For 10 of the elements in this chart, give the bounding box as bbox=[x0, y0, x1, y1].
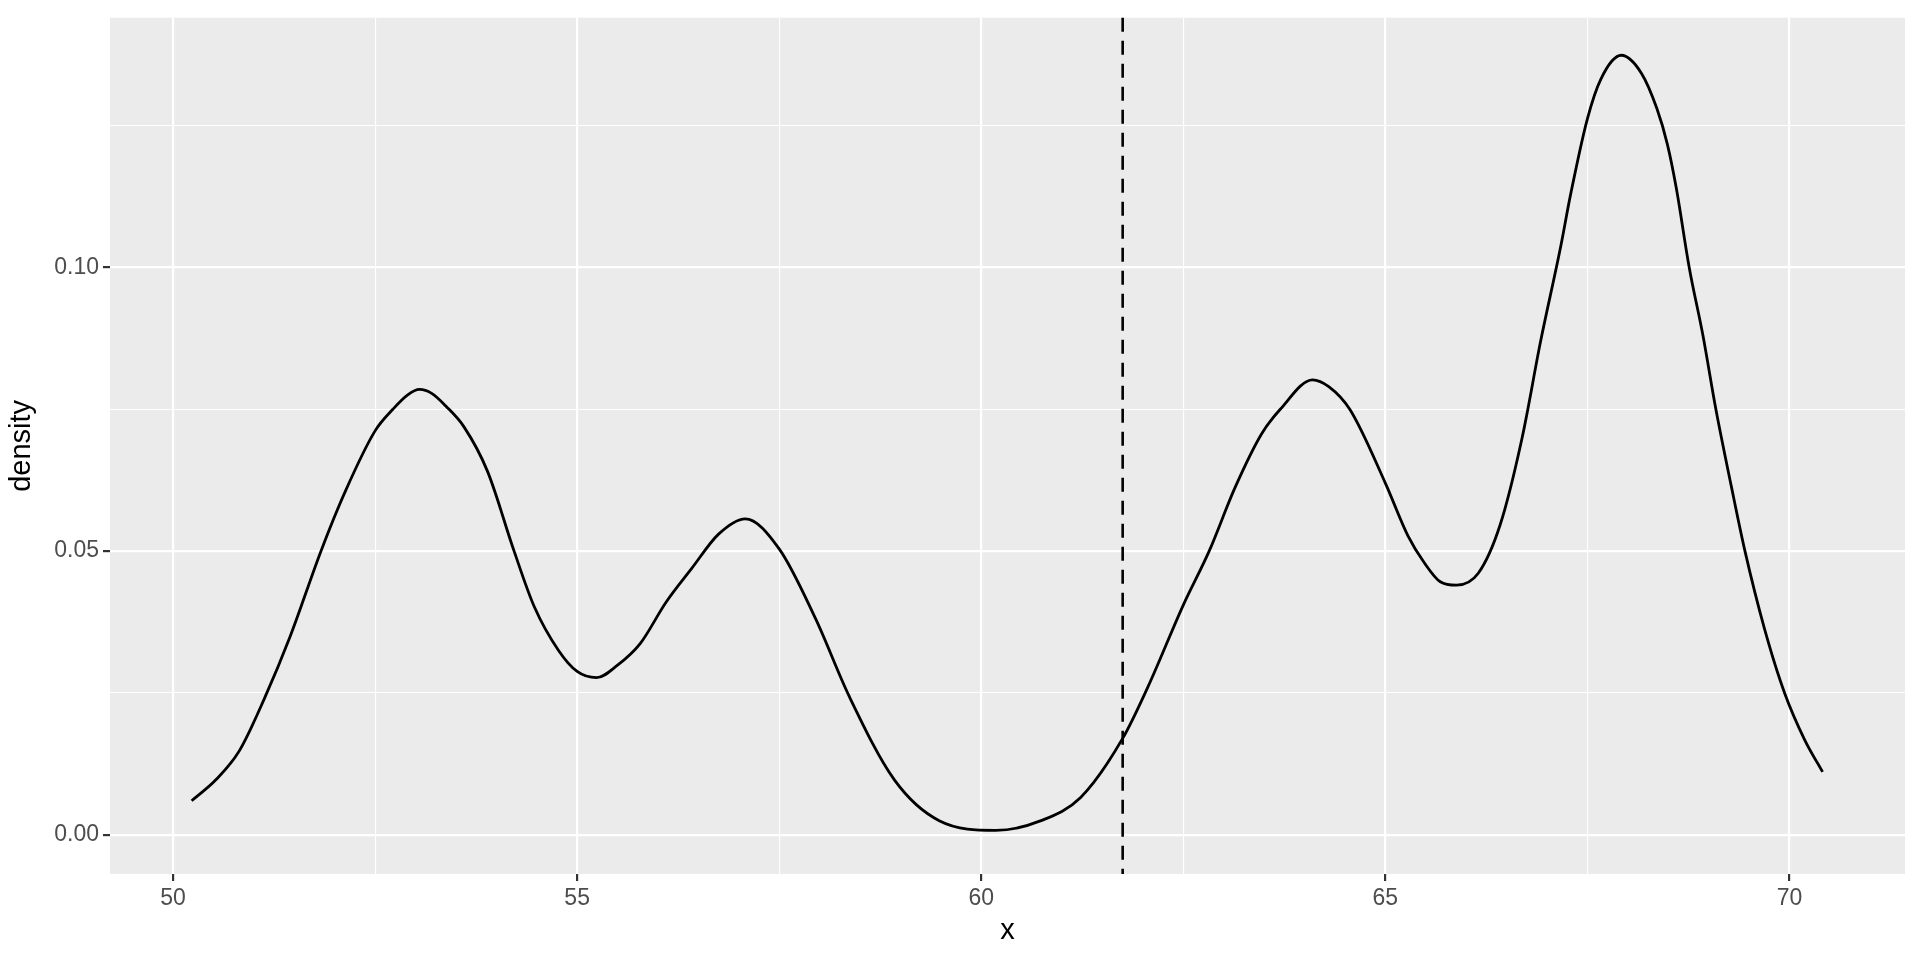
x-tick-label: 70 bbox=[1776, 884, 1803, 911]
x-axis-title: x bbox=[1000, 912, 1016, 945]
y-tick-label: 0.05 bbox=[54, 536, 99, 563]
x-tick-label: 50 bbox=[160, 884, 186, 911]
y-tick-label: 0.00 bbox=[54, 820, 99, 847]
y-tick-label: 0.10 bbox=[54, 252, 99, 279]
y-axis-title: density bbox=[4, 399, 37, 492]
x-tick-label: 65 bbox=[1372, 884, 1399, 911]
x-tick-label: 55 bbox=[564, 884, 590, 911]
x-tick-label: 60 bbox=[968, 884, 995, 911]
